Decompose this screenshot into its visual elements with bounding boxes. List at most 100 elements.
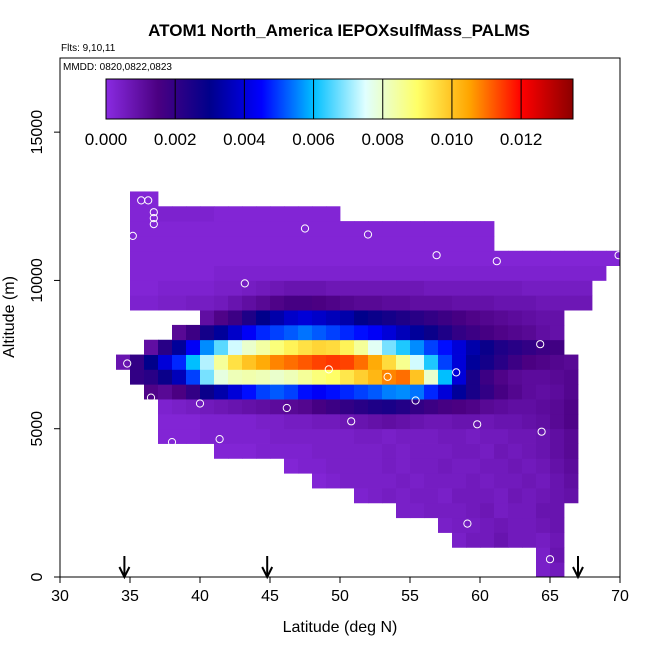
heatmap-cell — [116, 354, 131, 370]
observation-point — [123, 359, 132, 368]
heatmap-cell — [172, 324, 187, 341]
heatmap-cell — [158, 384, 173, 400]
heatmap-cell — [214, 428, 229, 444]
heatmap-cell — [312, 339, 327, 355]
heatmap-cell — [284, 235, 299, 252]
heatmap-cell — [438, 310, 453, 326]
heatmap-cell — [368, 413, 383, 430]
heatmap-cell — [550, 473, 565, 489]
heatmap-cell — [494, 369, 509, 385]
flight-arrows — [118, 556, 584, 580]
heatmap-cell — [522, 324, 537, 341]
observation-point — [195, 399, 205, 408]
heatmap-cell — [298, 443, 313, 459]
heatmap-cell — [298, 339, 313, 355]
heatmap-cell — [438, 399, 453, 415]
heatmap-cell — [466, 458, 481, 474]
heatmap-cell — [466, 517, 481, 533]
heatmap-cell — [200, 221, 215, 237]
heatmap-cell — [550, 399, 565, 415]
heatmap-cell — [452, 339, 467, 355]
heatmap-cell — [494, 384, 509, 400]
heatmap-cell — [214, 310, 229, 326]
heatmap-cell — [564, 250, 579, 266]
heatmap-cell — [200, 280, 215, 296]
heatmap-cell — [522, 428, 537, 444]
heatmap-cell — [228, 354, 243, 370]
heatmap-cell — [298, 458, 313, 474]
heatmap-cell — [480, 235, 495, 252]
heatmap-cell — [410, 235, 425, 252]
heatmap-cell — [522, 473, 537, 489]
heatmap-cell — [550, 339, 565, 355]
heatmap-cell — [256, 295, 271, 311]
heatmap-cell — [480, 488, 495, 504]
heatmap-cell — [494, 354, 509, 370]
heatmap-cell — [200, 339, 215, 355]
heatmap-cell — [214, 443, 229, 459]
heatmap-cell — [312, 206, 327, 222]
heatmap-cell — [186, 221, 201, 237]
heatmap-cell — [438, 280, 453, 296]
heatmap-cell — [494, 517, 509, 533]
heatmap-cell — [326, 458, 341, 474]
heatmap-cell — [424, 324, 439, 341]
heatmap-cell — [550, 532, 565, 548]
heatmap-cell — [396, 458, 411, 474]
heatmap-cell — [228, 324, 243, 341]
heatmap-cell — [550, 384, 565, 400]
heatmap-cell — [410, 250, 425, 266]
heatmap-cell — [298, 206, 313, 222]
heatmap-cell — [228, 428, 243, 444]
heatmap-cell — [536, 250, 551, 266]
heatmap-cell — [242, 399, 257, 415]
heatmap-cell — [480, 250, 495, 266]
heatmap-cell — [256, 428, 271, 444]
heatmap-cell — [466, 399, 481, 415]
heatmap-cell — [256, 369, 271, 385]
heatmap-cell — [298, 265, 313, 281]
observation-point — [347, 417, 356, 426]
heatmap-cell — [270, 443, 285, 459]
heatmap-cell — [550, 488, 565, 504]
heatmap-cell — [410, 443, 425, 459]
heatmap-cell — [158, 428, 173, 444]
heatmap-cell — [382, 384, 397, 400]
heatmap-cell — [452, 488, 467, 504]
heatmap-cell — [284, 265, 299, 281]
heatmap-cell — [452, 369, 467, 385]
heatmap-cell — [396, 473, 411, 489]
heatmap-cell — [284, 354, 299, 370]
heatmap-cell — [438, 339, 453, 355]
x-tick-label: 55 — [401, 588, 419, 605]
heatmap-cell — [158, 235, 173, 252]
chart-title: ATOM1 North_America IEPOXsulfMass_PALMS — [148, 21, 530, 40]
heatmap-cell — [536, 517, 551, 533]
heatmap-cell — [326, 443, 341, 459]
heatmap-cell — [284, 250, 299, 266]
heatmap-cell — [158, 295, 173, 311]
heatmap-cell — [354, 488, 369, 504]
heatmap-cell — [298, 324, 313, 341]
heatmap-cell — [452, 532, 467, 548]
heatmap-cell — [382, 488, 397, 504]
heatmap-cell — [130, 354, 145, 370]
heatmap-cell — [564, 384, 579, 400]
heatmap-cell — [144, 221, 159, 237]
observation-point — [363, 230, 373, 239]
heatmap-cell — [424, 280, 439, 296]
heatmap-cell — [466, 502, 481, 519]
heatmap-cell — [480, 443, 495, 459]
observation-point — [432, 251, 441, 260]
heatmap-cell — [256, 280, 271, 296]
heatmap-cell — [326, 413, 341, 430]
heatmap-cell — [494, 324, 509, 341]
heatmap-cell — [536, 502, 551, 519]
heatmap-cell — [340, 354, 355, 370]
heatmap-cell — [606, 250, 620, 266]
heatmap-cell — [466, 221, 481, 237]
heatmap-cell — [466, 369, 481, 385]
heatmap-cell — [564, 399, 579, 415]
heatmap-cell — [312, 399, 327, 415]
heatmap-cell — [508, 354, 523, 370]
